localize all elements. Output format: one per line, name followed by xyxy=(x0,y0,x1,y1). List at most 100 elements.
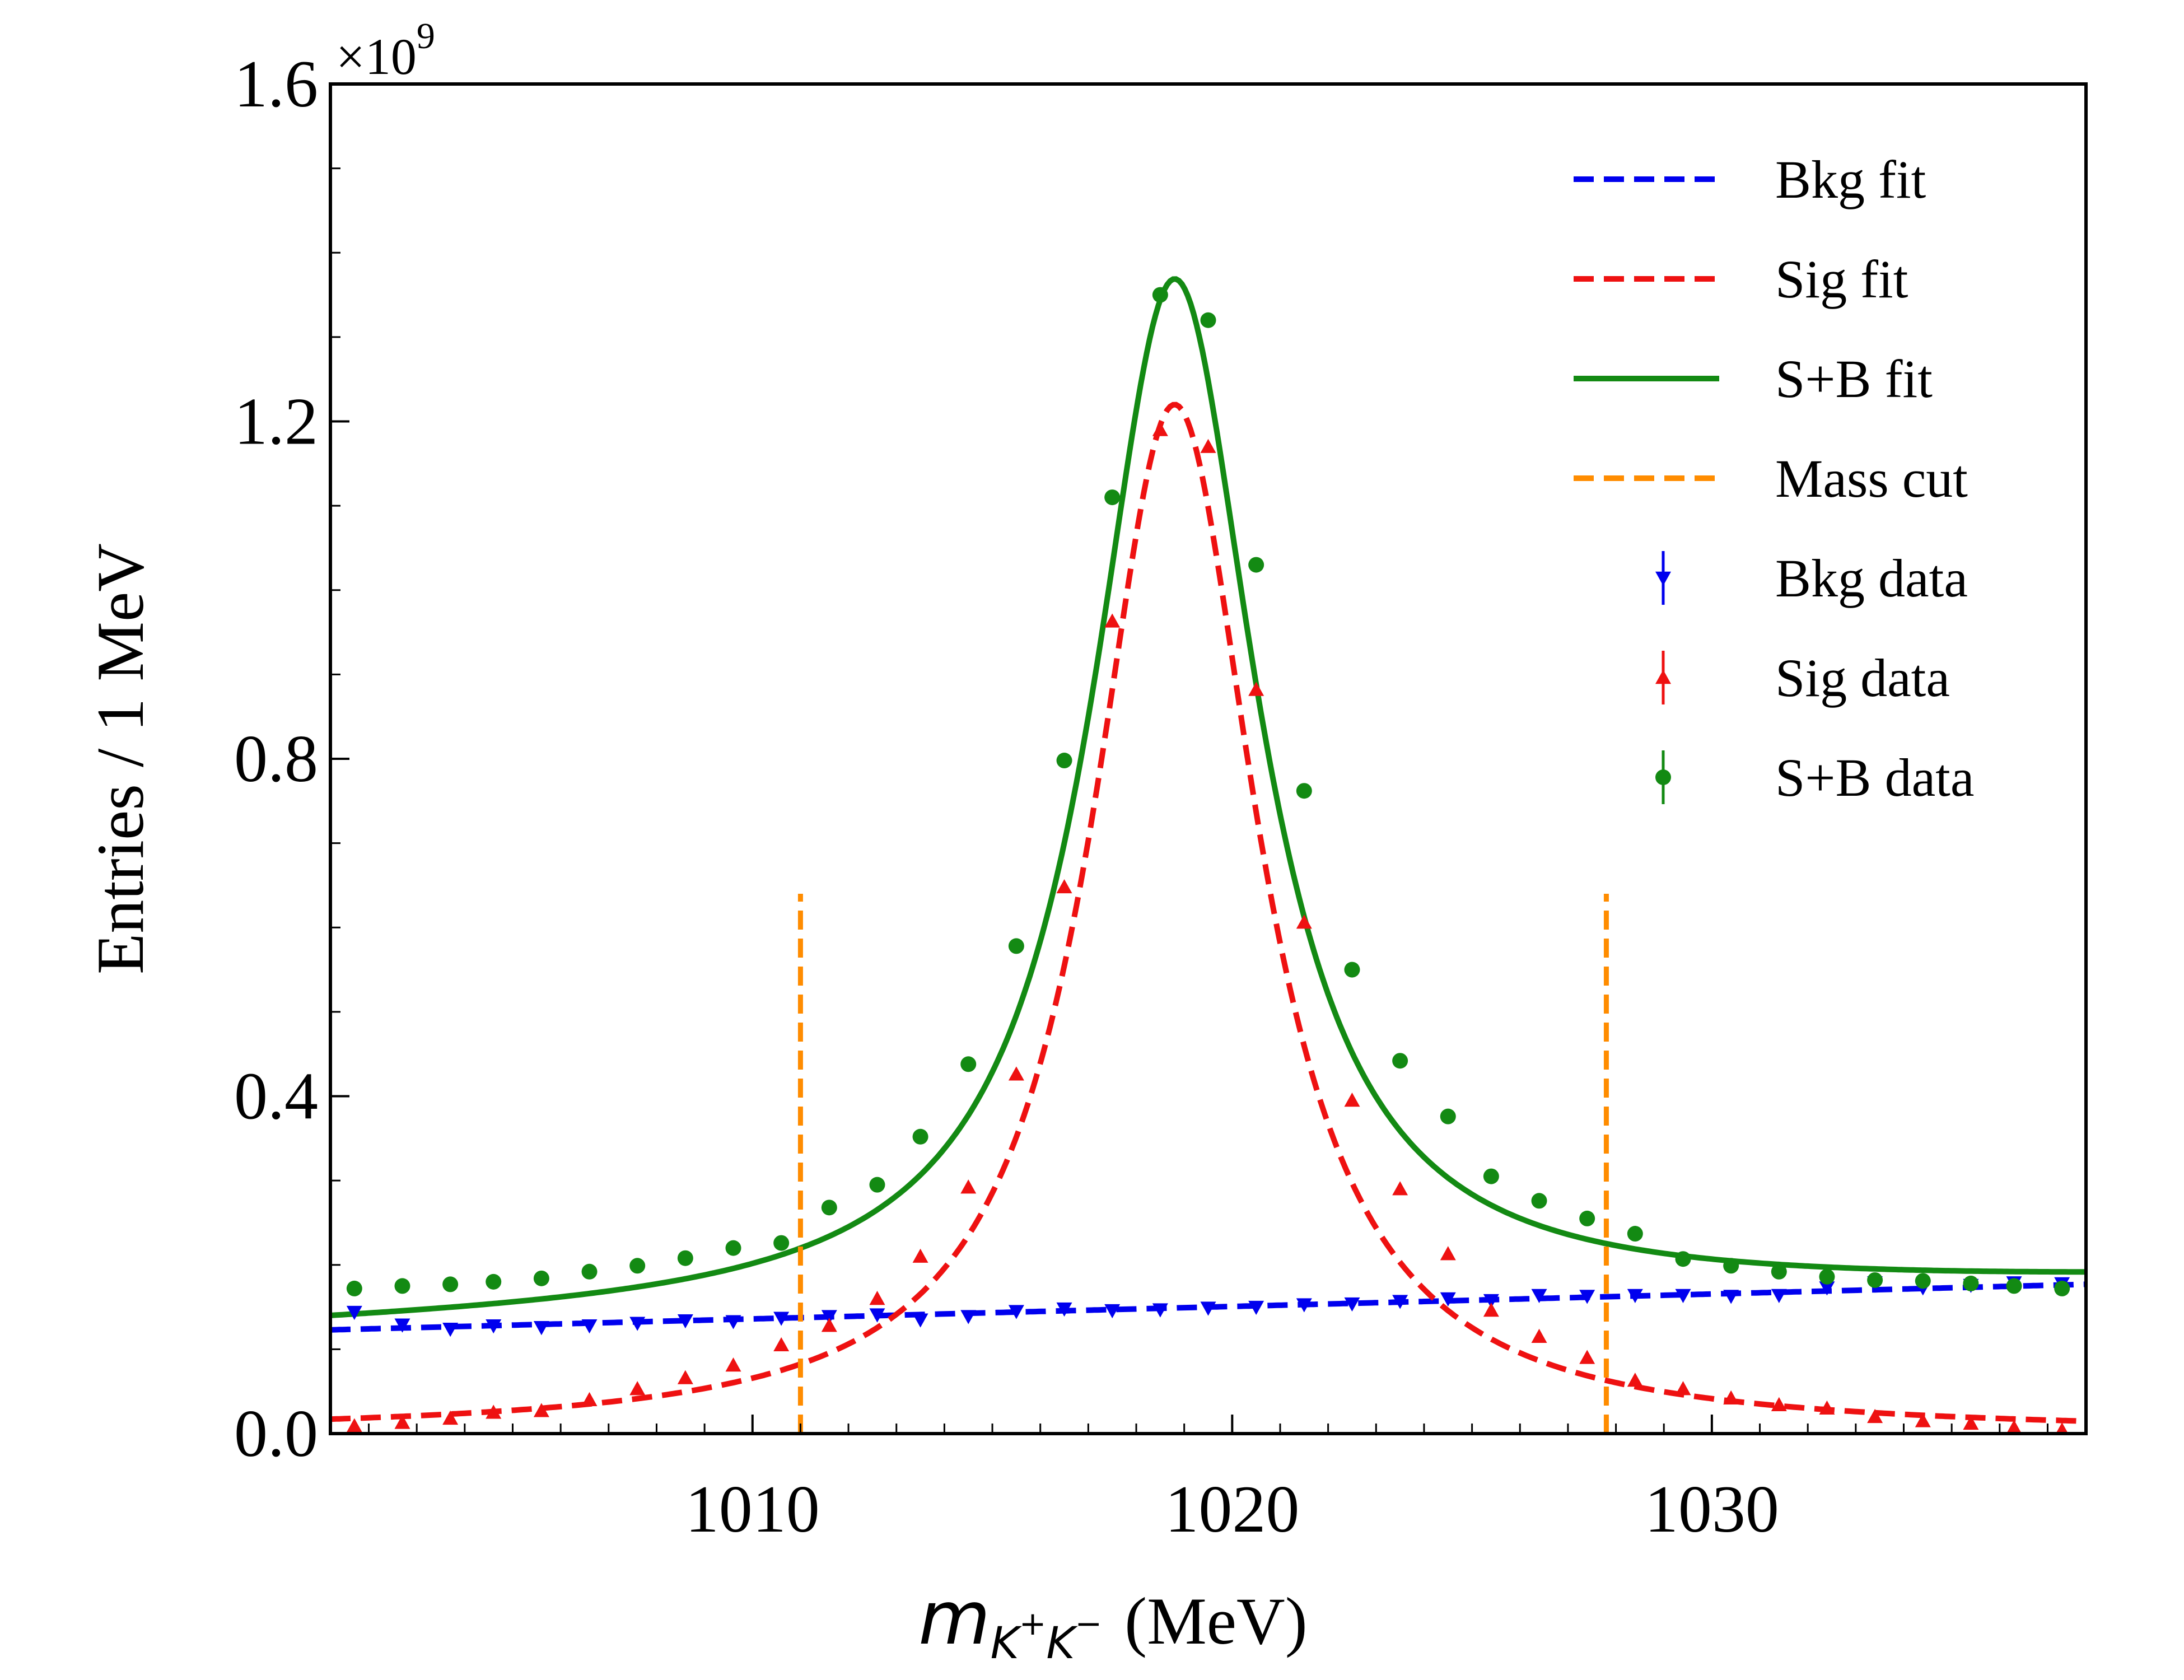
data-point xyxy=(1483,1168,1499,1184)
data-point xyxy=(1579,1210,1595,1226)
data-point xyxy=(442,1276,459,1292)
data-point xyxy=(1915,1413,1931,1427)
data-point xyxy=(1248,557,1264,573)
data-point xyxy=(1483,1303,1499,1317)
data-point xyxy=(533,1321,549,1336)
legend-label: Bkg data xyxy=(1775,548,1968,608)
data-point xyxy=(1344,1297,1360,1312)
y-tick-label: 0.0 xyxy=(234,1396,318,1471)
fit-curve-sig-fit xyxy=(330,402,2086,1424)
data-point xyxy=(773,1312,790,1326)
data-point xyxy=(1008,1066,1024,1081)
y-tick-label: 1.6 xyxy=(234,46,318,121)
data-point xyxy=(394,1318,410,1333)
y-tick-label: 0.8 xyxy=(234,721,318,796)
y-tick-label: 1.2 xyxy=(234,384,318,459)
data-point xyxy=(2056,1422,2069,1434)
data-point xyxy=(960,1310,977,1324)
data-point xyxy=(1819,1400,1835,1415)
data-point xyxy=(1675,1381,1691,1396)
data-point xyxy=(1867,1408,1883,1424)
data-point xyxy=(1296,914,1312,929)
legend-label: Sig fit xyxy=(1775,249,1908,309)
data-point xyxy=(912,1313,928,1328)
plot-area xyxy=(330,276,2086,1434)
data-point xyxy=(1627,1226,1643,1242)
data-point xyxy=(1963,1415,1979,1430)
data-point xyxy=(1915,1273,1931,1289)
legend-item: S+B fit xyxy=(1574,349,1933,409)
data-point xyxy=(1056,753,1072,769)
legend-label: Sig data xyxy=(1775,648,1950,708)
y-axis-label: Entries / 1 MeV xyxy=(83,543,157,974)
x-axis: 1010 1020 1030 xyxy=(368,1415,2048,1546)
series-sig-data xyxy=(346,422,2069,1434)
data-point xyxy=(1344,1093,1360,1107)
data-point xyxy=(394,1415,410,1429)
data-point xyxy=(960,1179,977,1194)
data-point xyxy=(1392,1295,1408,1309)
legend-label: S+B data xyxy=(1775,748,1974,808)
data-point xyxy=(1008,938,1024,954)
data-point xyxy=(533,1270,549,1286)
data-point xyxy=(1675,1251,1691,1267)
data-point xyxy=(346,1280,362,1296)
data-point xyxy=(1152,287,1168,303)
data-point xyxy=(2054,1280,2070,1296)
data-point xyxy=(1248,1300,1264,1315)
data-point xyxy=(912,1248,928,1263)
data-point xyxy=(1392,1053,1408,1069)
data-point xyxy=(1867,1272,1883,1288)
data-point xyxy=(1675,1289,1691,1303)
data-point xyxy=(1248,682,1264,696)
data-point xyxy=(1483,1294,1499,1309)
legend-marker xyxy=(1655,571,1671,586)
series-s-b-data xyxy=(346,287,2070,1296)
data-point xyxy=(1440,1246,1456,1261)
data-point xyxy=(1723,1290,1739,1304)
data-point xyxy=(725,1357,741,1372)
y-multiplier: ×109 xyxy=(336,16,435,85)
data-markers xyxy=(346,287,2070,1434)
data-point xyxy=(486,1404,502,1419)
data-point xyxy=(629,1317,646,1331)
data-point xyxy=(394,1278,410,1294)
data-point xyxy=(1771,1289,1787,1303)
data-point xyxy=(773,1235,790,1251)
data-point xyxy=(1771,1263,1787,1280)
x-tick-label: 1010 xyxy=(685,1472,820,1546)
data-point xyxy=(1723,1390,1739,1404)
data-point xyxy=(442,1410,459,1425)
data-point xyxy=(2006,1278,2022,1294)
legend-label: Mass cut xyxy=(1775,449,1968,508)
data-point xyxy=(442,1323,459,1337)
data-point xyxy=(1344,962,1360,978)
data-point xyxy=(581,1392,598,1406)
x-tick-label: 1030 xyxy=(1645,1472,1779,1546)
data-point xyxy=(1440,1108,1456,1124)
data-point xyxy=(1008,1305,1024,1319)
data-point xyxy=(869,1291,885,1305)
data-point xyxy=(821,1310,837,1324)
data-point xyxy=(773,1337,790,1352)
data-point xyxy=(1627,1373,1643,1387)
data-point xyxy=(869,1308,885,1323)
data-point xyxy=(1056,879,1072,894)
legend-marker xyxy=(1655,670,1671,684)
data-point xyxy=(1723,1258,1739,1274)
mass-cut-lines xyxy=(797,894,1609,1434)
data-point xyxy=(1200,312,1216,328)
data-point xyxy=(1627,1289,1643,1303)
data-point xyxy=(629,1381,646,1396)
data-point xyxy=(912,1128,928,1145)
series-bkg-data xyxy=(346,1276,2070,1337)
data-point xyxy=(677,1314,693,1329)
legend: Bkg fit Sig fit S+B fit Mass cut Bkg data Sig… xyxy=(1574,150,1974,808)
data-point xyxy=(1296,783,1312,799)
data-point xyxy=(581,1263,598,1280)
y-axis: 0.0 0.4 0.8 1.2 1.6 xyxy=(234,46,349,1471)
legend-marker xyxy=(1655,769,1671,785)
legend-item: Sig data xyxy=(1655,648,1950,708)
data-point xyxy=(1200,1301,1216,1316)
